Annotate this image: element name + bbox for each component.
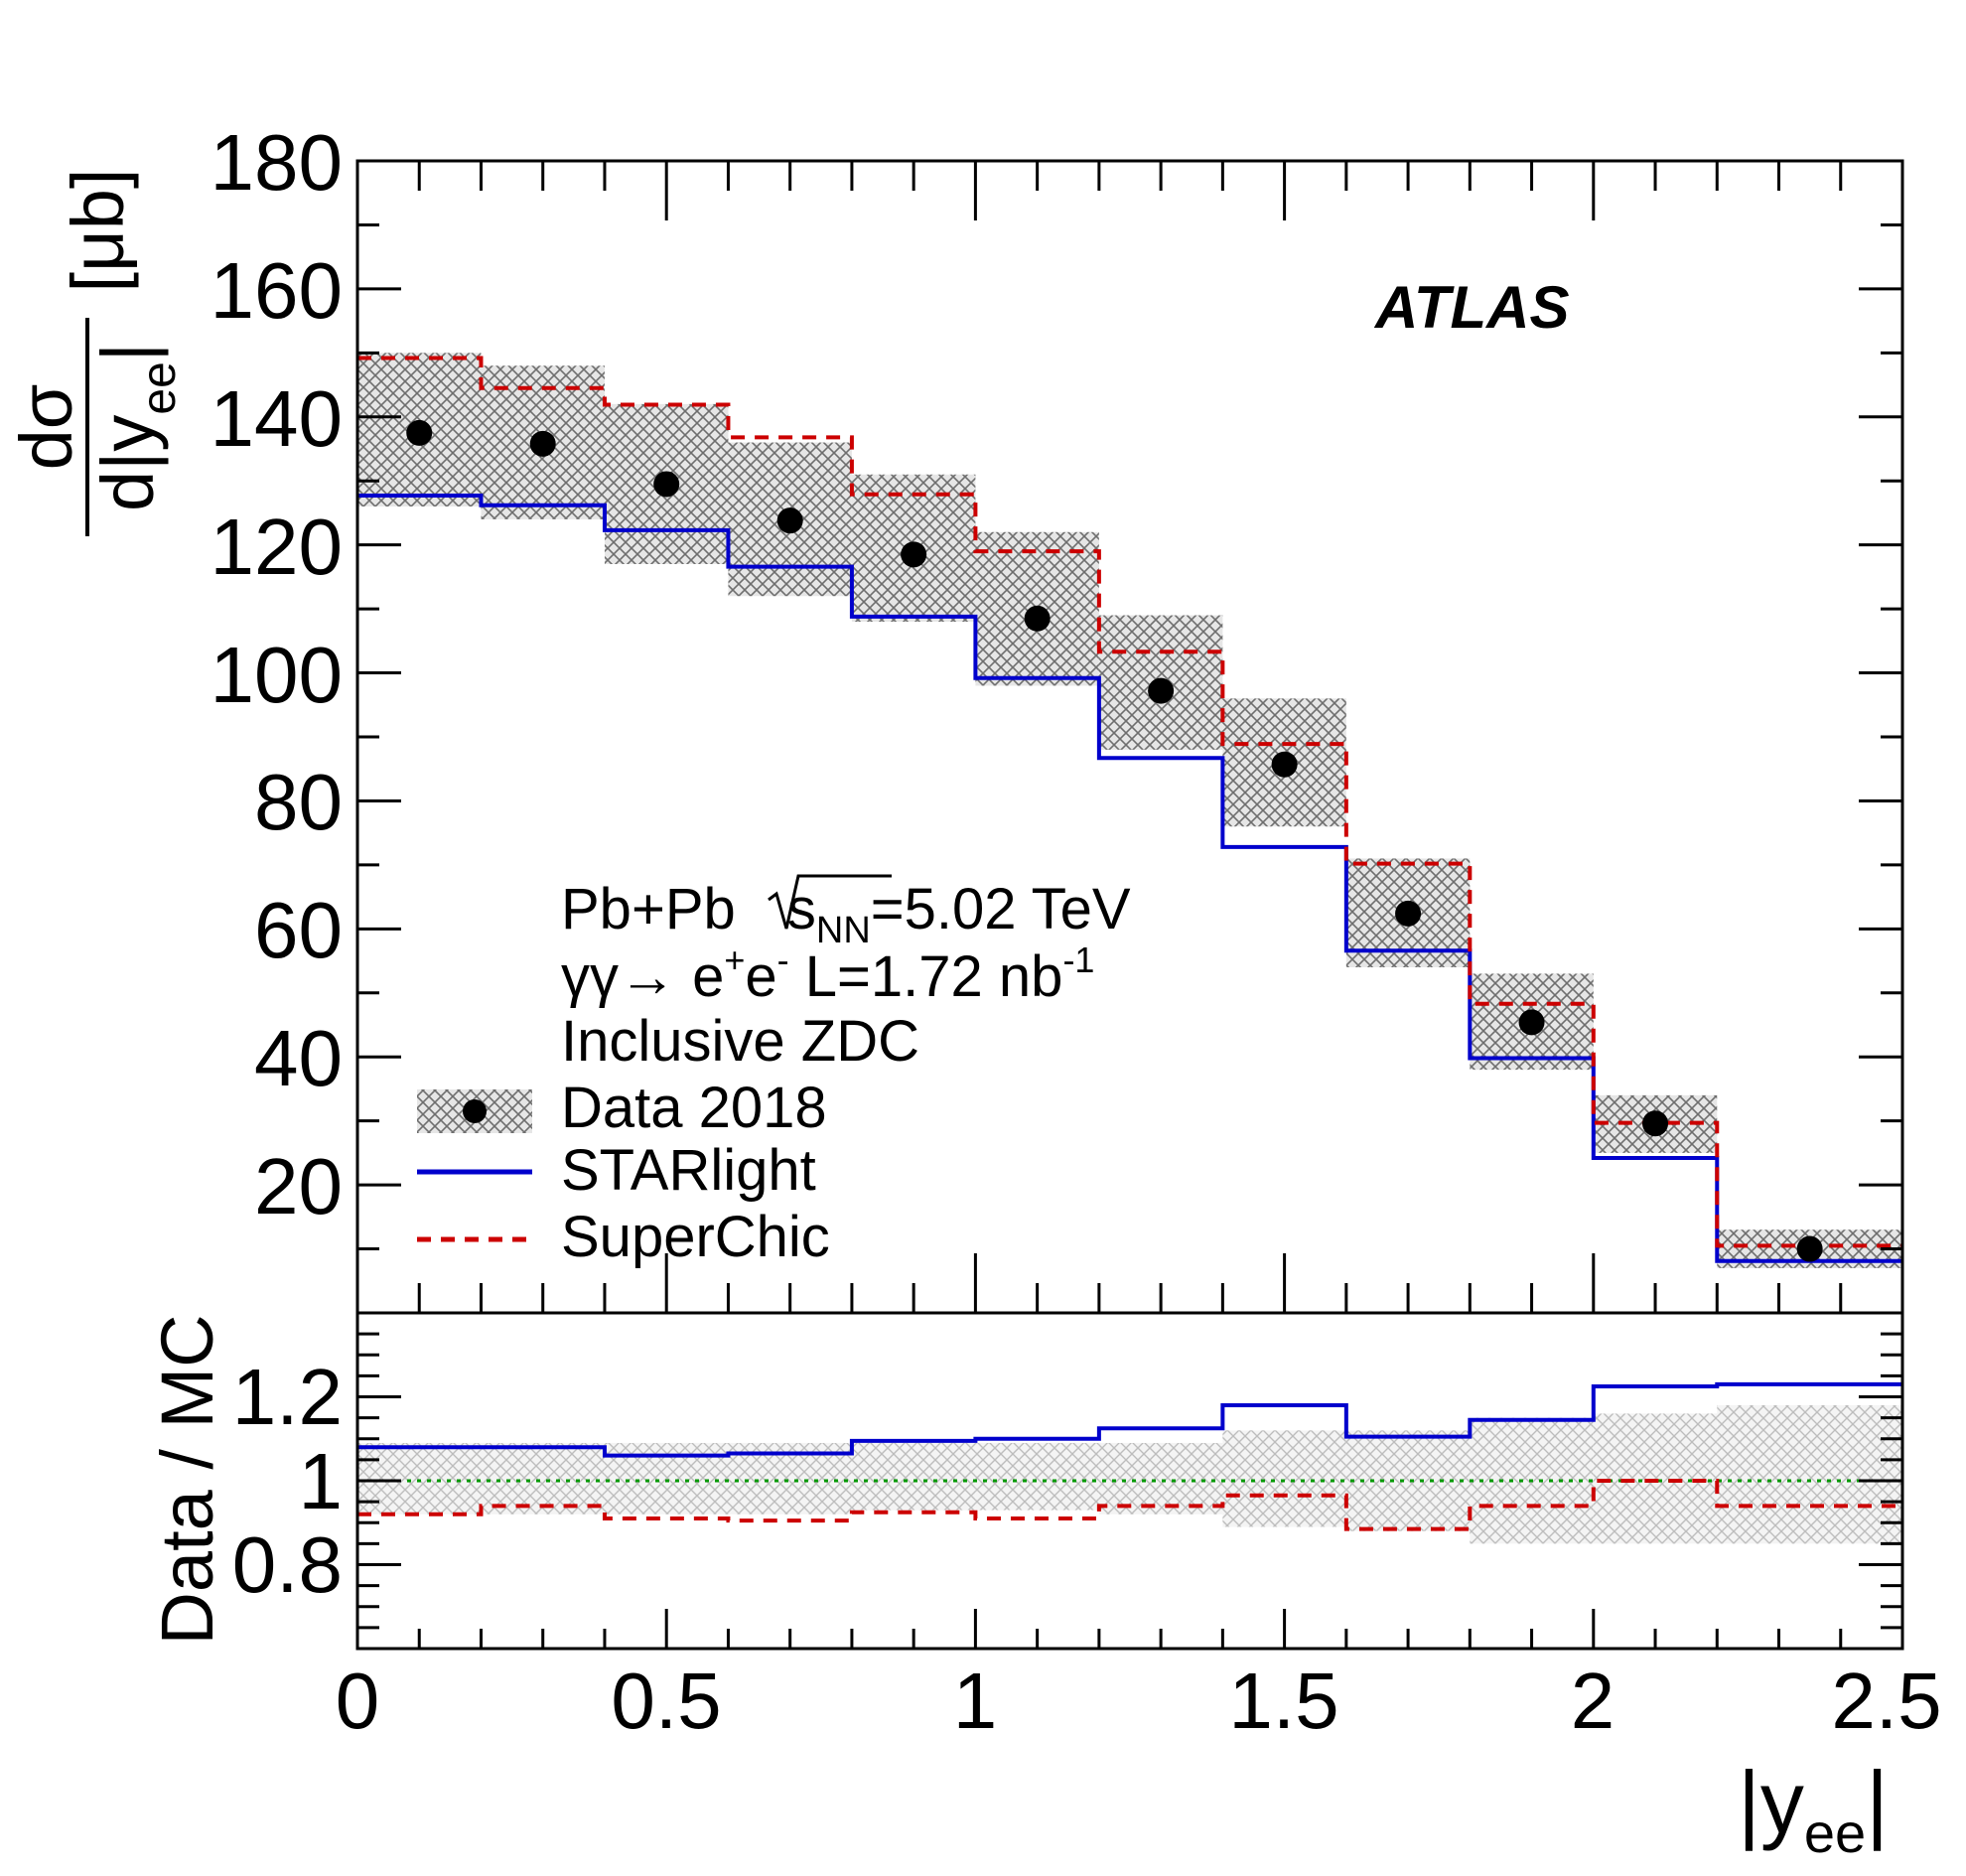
x-tick-label: 2 <box>1571 1657 1615 1745</box>
data-point <box>653 471 680 498</box>
ratio-band <box>1717 1404 1902 1544</box>
ratio-tick-label: 1.2 <box>232 1353 343 1441</box>
y-tick-label: 80 <box>254 758 343 846</box>
ratio-tick-label: 0.8 <box>232 1520 343 1609</box>
ratio-band <box>1222 1430 1346 1527</box>
ratio-band <box>851 1442 976 1511</box>
legend: Data 2018 STARlight SuperChic <box>417 1076 830 1269</box>
atlas-label: ATLAS <box>1373 274 1570 341</box>
starlight-line <box>357 494 1902 1263</box>
process-info: γγ→ e+e- L=1.72 nb-1 <box>561 939 1094 1009</box>
ratio-band <box>1098 1442 1223 1515</box>
y-tick-label: 140 <box>211 374 343 463</box>
y-axis-unit: [μb] <box>57 169 139 293</box>
y-axis-denominator: d|yee| <box>86 343 186 511</box>
data-point <box>1271 751 1298 778</box>
model-step-lines <box>357 356 1902 1263</box>
selection-info: Inclusive ZDC <box>561 1009 919 1074</box>
data-points <box>406 419 1823 1262</box>
x-tick-label: 1 <box>953 1657 998 1745</box>
x-tick-label: 2.5 <box>1831 1657 1941 1745</box>
ratio-uncertainty-bands <box>357 1404 1902 1544</box>
data-point <box>1024 605 1051 632</box>
y-tick-label: 180 <box>211 118 343 207</box>
data-point <box>1642 1110 1669 1137</box>
y-tick-label: 60 <box>254 886 343 974</box>
sqrt-sign <box>768 874 892 930</box>
data-point <box>1395 900 1422 927</box>
x-tick-label: 0 <box>336 1657 380 1745</box>
data-point <box>901 541 927 568</box>
data-point <box>1148 677 1175 704</box>
ratio-starlight-line <box>357 1381 1902 1458</box>
data-point <box>529 430 556 457</box>
ratio-band <box>1345 1430 1471 1531</box>
ratio-tick-label: 1 <box>299 1437 344 1525</box>
x-tick-label: 0.5 <box>611 1657 721 1745</box>
data-point <box>1518 1009 1545 1036</box>
x-axis-title: |yee| <box>1738 1753 1889 1864</box>
legend-label-superchic: SuperChic <box>561 1205 830 1269</box>
ratio-band <box>1593 1413 1718 1544</box>
ratio-band <box>357 1442 482 1515</box>
y-tick-label: 40 <box>254 1014 343 1102</box>
x-tick-label: 1.5 <box>1228 1657 1338 1745</box>
y-axis-title: dσ d|yee| [μb] <box>5 169 186 536</box>
legend-data-marker <box>463 1099 487 1123</box>
ratio-band <box>975 1442 1099 1511</box>
y-tick-labels: 20 40 60 80 100 120 140 160 180 <box>211 118 343 1230</box>
data-point <box>1796 1235 1823 1262</box>
y-axis-numerator: dσ <box>5 384 87 471</box>
y-tick-label: 120 <box>211 503 343 591</box>
ratio-band <box>481 1442 605 1515</box>
info-text-block: Pb+Pb sNN=5.02 TeV γγ→ e+e- L=1.72 nb-1 … <box>561 874 1131 1074</box>
ratio-tick-labels: 0.8 1 1.2 <box>232 1353 343 1609</box>
superchic-line <box>357 356 1902 1248</box>
y-tick-label: 20 <box>254 1142 343 1230</box>
ratio-axis-title: Data / MC <box>146 1314 228 1645</box>
ratio-superchic-line <box>357 1479 1902 1531</box>
data-point <box>776 507 803 534</box>
y-tick-label: 100 <box>211 631 343 719</box>
legend-label-data: Data 2018 <box>561 1076 827 1140</box>
x-tick-labels: 0 0.5 1 1.5 2 2.5 <box>336 1657 1942 1745</box>
y-tick-label: 160 <box>211 246 343 335</box>
axis-ticks <box>355 159 1904 1651</box>
ratio-step-lines <box>357 1381 1902 1531</box>
collision-info: Pb+Pb sNN=5.02 TeV <box>561 877 1131 951</box>
data-point <box>406 419 433 446</box>
legend-label-starlight: STARlight <box>561 1138 816 1203</box>
